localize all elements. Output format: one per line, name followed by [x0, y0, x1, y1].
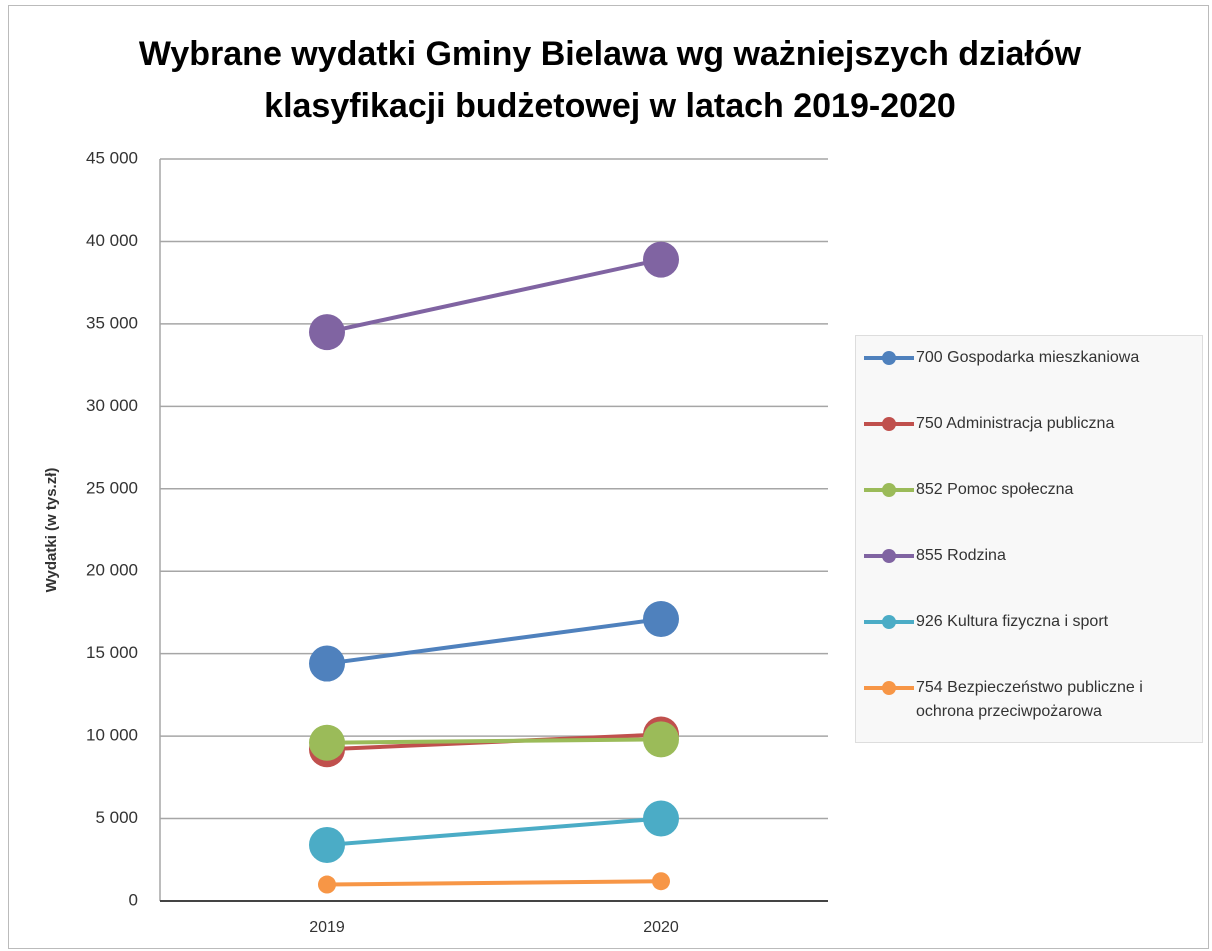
series-line — [326, 257, 662, 335]
legend-marker — [882, 417, 896, 431]
x-tick-label: 2019 — [309, 919, 345, 936]
legend-marker — [882, 351, 896, 365]
y-tick-label: 0 — [129, 890, 138, 909]
legend-item: 754 Bezpieczeństwo publiczne i ochrona p… — [864, 676, 1194, 742]
legend-swatch — [864, 478, 916, 502]
data-point — [643, 800, 679, 837]
y-tick-label: 5 000 — [95, 808, 138, 827]
series — [309, 721, 679, 761]
legend-swatch — [864, 412, 916, 436]
legend-label: 700 Gospodarka mieszkaniowa — [916, 349, 1140, 366]
data-point — [309, 645, 345, 682]
legend-item: 700 Gospodarka mieszkaniowa — [864, 346, 1194, 412]
data-point — [318, 875, 336, 894]
y-tick-label: 10 000 — [86, 726, 138, 745]
x-tick-label: 2020 — [643, 919, 679, 936]
data-point — [309, 826, 345, 863]
y-tick-label: 40 000 — [86, 231, 138, 250]
legend-marker — [882, 615, 896, 629]
legend-label: 852 Pomoc społeczna — [916, 481, 1074, 498]
legend-marker — [882, 681, 896, 695]
data-point — [643, 721, 679, 758]
data-point — [309, 724, 345, 761]
legend: 700 Gospodarka mieszkaniowa 750 Administr… — [855, 335, 1203, 743]
series — [309, 800, 679, 863]
series-line — [326, 816, 662, 847]
legend-swatch — [864, 676, 916, 700]
series — [309, 241, 679, 351]
legend-item: 926 Kultura fizyczna i sport — [864, 610, 1194, 676]
y-tick-label: 30 000 — [86, 396, 138, 415]
legend-label: 926 Kultura fizyczna i sport — [916, 613, 1109, 630]
legend-marker — [882, 483, 896, 497]
series-line — [326, 879, 662, 887]
chart-frame — [8, 5, 1209, 949]
legend-swatch — [864, 610, 916, 634]
legend-label: 754 Bezpieczeństwo publiczne i ochrona p… — [916, 679, 1143, 720]
data-point — [643, 241, 679, 278]
chart-title: Wybrane wydatki Gminy Bielawa wg ważniej… — [138, 35, 1082, 125]
legend-item: 855 Rodzina — [864, 544, 1194, 610]
legend-label: 750 Administracja publiczna — [916, 415, 1115, 432]
legend-swatch — [864, 544, 916, 568]
legend-label: 855 Rodzina — [916, 547, 1006, 564]
y-tick-label: 35 000 — [86, 313, 138, 332]
y-tick-label: 25 000 — [86, 478, 138, 497]
legend-marker — [882, 549, 896, 563]
y-tick-label: 45 000 — [86, 148, 138, 167]
y-tick-label: 20 000 — [86, 561, 138, 580]
data-point — [652, 872, 670, 891]
legend-item: 852 Pomoc społeczna — [864, 478, 1194, 544]
series — [309, 601, 679, 682]
series-line — [326, 737, 662, 745]
data-point — [309, 314, 345, 351]
y-tick-label: 15 000 — [86, 643, 138, 662]
legend-swatch — [864, 346, 916, 370]
series-line — [326, 617, 662, 666]
y-axis-label: Wydatki (w tys.zł) — [43, 468, 60, 593]
series — [318, 872, 670, 894]
legend-item: 750 Administracja publiczna — [864, 412, 1194, 478]
data-point — [643, 601, 679, 638]
